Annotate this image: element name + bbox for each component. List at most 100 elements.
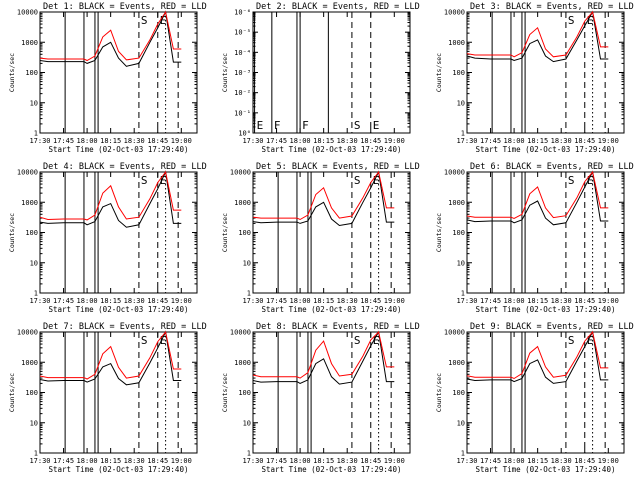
y-tick-label: 1000 bbox=[21, 199, 38, 207]
x-tick-label: 17:45 bbox=[266, 297, 287, 305]
plot-frame bbox=[39, 171, 198, 294]
x-tick-label: 19:00 bbox=[598, 457, 619, 465]
x-tick-label: 17:30 bbox=[29, 457, 50, 465]
x-tick-label: 17:45 bbox=[53, 297, 74, 305]
x-tick-label: 18:30 bbox=[337, 297, 358, 305]
x-tick-label: 17:30 bbox=[29, 137, 50, 145]
x-tick-label: 17:30 bbox=[456, 297, 477, 305]
x-tick-label: 19:00 bbox=[171, 137, 192, 145]
plot-frame bbox=[466, 171, 625, 294]
marker-label: E bbox=[373, 174, 380, 187]
panel-det-8: Det 8: BLACK = Events, RED = LLD 1 10 100 10… bbox=[221, 322, 420, 474]
panel-det-9: Det 9: BLACK = Events, RED = LLD 1 10 100 10… bbox=[435, 322, 634, 474]
y-tick-label: 10 bbox=[457, 419, 465, 427]
y-tick-label: 1 bbox=[461, 290, 465, 298]
panel-title: Det 7: BLACK = Events, RED = LLD bbox=[43, 322, 207, 332]
x-tick-label: 18:00 bbox=[504, 137, 525, 145]
y-tick-label: 1 bbox=[461, 130, 465, 138]
x-tick-label: 19:00 bbox=[384, 457, 405, 465]
y-tick-label: 10000 bbox=[17, 169, 38, 177]
panel-title: Det 8: BLACK = Events, RED = LLD bbox=[256, 322, 420, 332]
x-tick-label: 18:00 bbox=[290, 137, 311, 145]
x-tick-label: 18:00 bbox=[504, 457, 525, 465]
panel-title: Det 1: BLACK = Events, RED = LLD bbox=[43, 2, 207, 12]
marker-label: E bbox=[587, 14, 594, 27]
panel-det-2: Det 2: BLACK = Events, RED = LLD 10⁰ 10⁻¹ 1… bbox=[221, 2, 420, 154]
x-axis-label: Start Time (02-Oct-03 17:29:40) bbox=[262, 465, 402, 474]
marker-label: S bbox=[141, 14, 148, 27]
y-tick-label: 1 bbox=[247, 450, 251, 458]
events-line bbox=[252, 170, 395, 227]
y-tick-label: 100 bbox=[25, 389, 38, 397]
y-tick-label: 1000 bbox=[448, 199, 465, 207]
plot-frame bbox=[466, 331, 625, 454]
y-tick-label: 100 bbox=[25, 69, 38, 77]
marker-label: E bbox=[257, 119, 264, 132]
events-line bbox=[252, 330, 395, 385]
x-tick-label: 18:45 bbox=[360, 457, 381, 465]
marker-label: E bbox=[373, 334, 380, 347]
x-axis-label: Start Time (02-Oct-03 17:29:40) bbox=[262, 305, 402, 314]
y-axis-label: Counts/sec bbox=[221, 373, 229, 412]
marker-label: E bbox=[373, 119, 380, 132]
x-axis-label: Start Time (02-Oct-03 17:29:40) bbox=[476, 305, 616, 314]
x-tick-label: 17:45 bbox=[53, 457, 74, 465]
x-tick-label: 18:00 bbox=[504, 297, 525, 305]
panel-title: Det 4: BLACK = Events, RED = LLD bbox=[43, 162, 207, 172]
marker-label: S bbox=[141, 334, 148, 347]
marker-label: S bbox=[568, 334, 575, 347]
y-tick-label: 1 bbox=[461, 450, 465, 458]
y-tick-label: 1 bbox=[247, 290, 251, 298]
plot-frame bbox=[466, 11, 625, 134]
marker-label: E bbox=[160, 174, 167, 187]
marker-label: S bbox=[141, 174, 148, 187]
x-tick-label: 18:00 bbox=[290, 457, 311, 465]
events-line bbox=[39, 170, 182, 228]
x-tick-label: 18:30 bbox=[551, 297, 572, 305]
x-tick-label: 18:15 bbox=[100, 297, 121, 305]
panel-title: Det 5: BLACK = Events, RED = LLD bbox=[256, 162, 420, 172]
y-tick-label: 10000 bbox=[17, 9, 38, 17]
y-axis-label: Counts/sec bbox=[435, 53, 443, 92]
lld-line bbox=[39, 10, 182, 62]
y-tick-label: 100 bbox=[452, 229, 465, 237]
x-axis-label: Start Time (02-Oct-03 17:29:40) bbox=[49, 305, 189, 314]
x-tick-label: 18:15 bbox=[313, 137, 334, 145]
y-tick-label: 10 bbox=[243, 419, 251, 427]
y-tick-label: 10000 bbox=[230, 169, 251, 177]
x-tick-label: 18:30 bbox=[124, 137, 145, 145]
marker-label: F bbox=[274, 119, 281, 132]
y-axis-label: Counts/sec bbox=[221, 53, 229, 92]
y-tick-label: 1000 bbox=[234, 199, 251, 207]
panel-det-4: Det 4: BLACK = Events, RED = LLD 1 10 100 10… bbox=[8, 162, 207, 314]
x-tick-label: 18:15 bbox=[100, 137, 121, 145]
y-tick-label: 1000 bbox=[448, 39, 465, 47]
marker-label: E bbox=[587, 334, 594, 347]
panel-det-6: Det 6: BLACK = Events, RED = LLD 1 10 100 10… bbox=[435, 162, 634, 314]
x-tick-label: 18:00 bbox=[77, 457, 98, 465]
marker-label: E bbox=[587, 174, 594, 187]
y-tick-label: 1 bbox=[34, 130, 38, 138]
x-tick-label: 18:30 bbox=[124, 297, 145, 305]
x-tick-label: 18:45 bbox=[360, 137, 381, 145]
events-line bbox=[466, 10, 609, 63]
y-tick-label: 1000 bbox=[448, 359, 465, 367]
x-tick-label: 19:00 bbox=[171, 297, 192, 305]
x-tick-label: 18:30 bbox=[337, 457, 358, 465]
x-tick-label: 18:15 bbox=[527, 137, 548, 145]
lld-line bbox=[466, 10, 609, 58]
events-line bbox=[39, 330, 182, 386]
y-tick-label: 1000 bbox=[234, 359, 251, 367]
panel-det-5: Det 5: BLACK = Events, RED = LLD 1 10 100 10… bbox=[221, 162, 420, 314]
marker-label: S bbox=[354, 334, 361, 347]
y-tick-label: 1000 bbox=[21, 39, 38, 47]
x-axis-label: Start Time (02-Oct-03 17:29:40) bbox=[262, 145, 402, 154]
x-tick-label: 17:45 bbox=[53, 137, 74, 145]
x-tick-label: 18:15 bbox=[313, 297, 334, 305]
x-tick-label: 17:30 bbox=[242, 457, 263, 465]
y-tick-label: 10 bbox=[457, 99, 465, 107]
y-tick-label: 100 bbox=[452, 389, 465, 397]
y-axis-label: Counts/sec bbox=[221, 213, 229, 252]
plot-frame bbox=[39, 11, 198, 134]
